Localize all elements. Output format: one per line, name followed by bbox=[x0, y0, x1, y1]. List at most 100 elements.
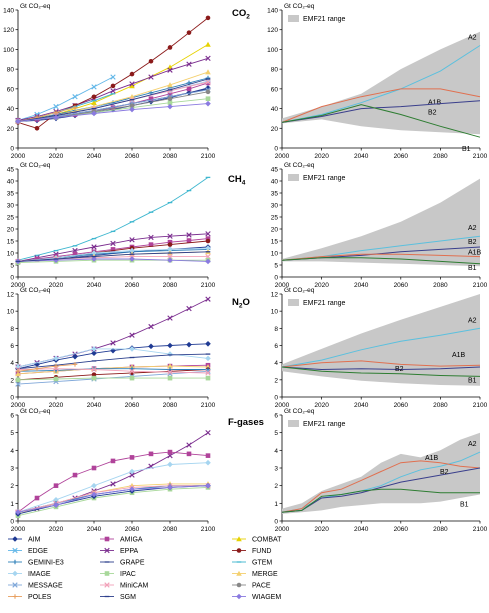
legend-item-fund: FUND bbox=[232, 548, 271, 555]
x-tick-label: 2060 bbox=[125, 526, 140, 533]
x-tick-label: 2080 bbox=[433, 402, 448, 409]
legend-swatch bbox=[288, 420, 299, 427]
data-point bbox=[15, 377, 21, 383]
scenario-label-b2: B2 bbox=[395, 366, 404, 373]
data-point bbox=[167, 103, 173, 110]
emf21-range-band bbox=[282, 294, 480, 386]
x-tick-label: 2020 bbox=[314, 526, 329, 533]
data-point bbox=[167, 363, 173, 369]
data-point bbox=[167, 91, 173, 97]
y-axis-label: Gt CO₂-eq bbox=[284, 162, 315, 169]
data-point bbox=[186, 232, 192, 238]
x-tick-label: 2100 bbox=[473, 153, 488, 160]
series-line-merge bbox=[17, 365, 209, 375]
legend-item-label: MiniCAM bbox=[120, 583, 149, 590]
scenario-label-b1: B1 bbox=[468, 377, 477, 384]
legend-item-amiga: AMIGA bbox=[100, 537, 143, 544]
y-tick-label: 6 bbox=[274, 343, 278, 350]
y-axis-label: Gt CO₂-eq bbox=[20, 162, 51, 169]
series-line-wiagem bbox=[17, 103, 209, 122]
data-point bbox=[110, 88, 116, 94]
data-point bbox=[167, 233, 173, 239]
y-tick-label: 20 bbox=[271, 227, 279, 234]
data-point bbox=[91, 366, 97, 373]
panel-left-2: 0 5 10 15 20 25 30 35 40 45 2000 2020 2040 2060 2080 21… bbox=[7, 162, 246, 289]
y-tick-label: 8 bbox=[10, 326, 14, 333]
x-tick-label: 2020 bbox=[49, 282, 64, 289]
y-tick-label: 0 bbox=[274, 275, 278, 282]
data-point bbox=[167, 67, 173, 73]
x-tick-label: 2100 bbox=[473, 402, 488, 409]
data-point bbox=[129, 106, 135, 113]
series-aim bbox=[15, 340, 211, 372]
legend-marker bbox=[104, 571, 110, 576]
scenario-line-b1 bbox=[281, 104, 481, 138]
series-wiagem bbox=[15, 256, 211, 265]
data-point bbox=[186, 341, 192, 348]
data-point bbox=[205, 245, 211, 251]
scenario-label-a2: A2 bbox=[468, 441, 477, 448]
y-tick-label: 20 bbox=[7, 126, 15, 133]
series-amiga bbox=[15, 449, 211, 515]
x-tick-label: 2060 bbox=[394, 526, 409, 533]
panel-right-3: 0 2 4 6 8 10 12 2000 2020 2040 2060 2080 2100 Gt CO₂-… bbox=[271, 287, 488, 409]
y-tick-label: 35 bbox=[7, 191, 15, 198]
scenario-line-a1b bbox=[281, 460, 481, 513]
legend-item-label: MESSAGE bbox=[28, 583, 63, 590]
data-point bbox=[167, 82, 173, 88]
data-point bbox=[205, 370, 211, 376]
data-point bbox=[205, 15, 211, 21]
y-tick-label: 120 bbox=[3, 27, 14, 34]
x-tick-label: 2040 bbox=[354, 402, 369, 409]
x-tick-label: 2000 bbox=[275, 282, 290, 289]
data-point bbox=[72, 251, 78, 257]
x-tick-label: 2080 bbox=[163, 282, 178, 289]
y-tick-label: 40 bbox=[7, 106, 15, 113]
legend-marker bbox=[12, 594, 18, 599]
x-tick-label: 2060 bbox=[394, 153, 409, 160]
data-point bbox=[91, 346, 97, 352]
x-tick-label: 2020 bbox=[49, 153, 64, 160]
data-point bbox=[91, 375, 97, 381]
data-point bbox=[205, 459, 211, 466]
data-point bbox=[72, 472, 78, 478]
legend-marker bbox=[104, 547, 110, 554]
series-line-wiagem bbox=[17, 258, 209, 262]
y-tick-label: 1 bbox=[10, 501, 14, 508]
y-tick-label: 45 bbox=[7, 167, 15, 174]
y-axis-label: Gt CO₂-eq bbox=[20, 3, 51, 10]
x-tick-label: 2020 bbox=[49, 526, 64, 533]
series-line-edge bbox=[17, 76, 114, 121]
data-point bbox=[186, 305, 192, 312]
series-wiagem bbox=[15, 482, 211, 515]
legend-swatch bbox=[288, 15, 299, 22]
series-sgm bbox=[15, 251, 211, 263]
x-tick-label: 2080 bbox=[163, 526, 178, 533]
x-tick-label: 2000 bbox=[11, 282, 26, 289]
x-tick-label: 2060 bbox=[125, 402, 140, 409]
data-point bbox=[53, 114, 59, 121]
data-point bbox=[34, 366, 40, 371]
y-tick-label: 3 bbox=[10, 466, 14, 473]
y-tick-label: 100 bbox=[3, 47, 14, 54]
scenario-line-b2 bbox=[281, 467, 481, 513]
legend-item-label: GEMINI-E3 bbox=[28, 560, 64, 567]
data-point bbox=[53, 483, 59, 488]
data-point bbox=[110, 83, 116, 89]
legend-item-label: SGM bbox=[120, 594, 136, 601]
x-tick-label: 2040 bbox=[87, 282, 102, 289]
gas-label: CO2 bbox=[232, 8, 250, 21]
data-point bbox=[110, 247, 116, 252]
y-tick-label: 8 bbox=[274, 326, 278, 333]
x-tick-label: 2000 bbox=[275, 153, 290, 160]
data-point bbox=[91, 491, 97, 498]
y-tick-label: 25 bbox=[271, 215, 279, 222]
y-tick-label: 0 bbox=[274, 395, 278, 402]
y-tick-label: 0 bbox=[274, 519, 278, 526]
x-tick-label: 2000 bbox=[275, 402, 290, 409]
y-tick-label: 0 bbox=[10, 275, 14, 282]
data-point bbox=[167, 257, 173, 263]
data-point bbox=[15, 371, 21, 377]
y-tick-label: 60 bbox=[271, 86, 279, 93]
